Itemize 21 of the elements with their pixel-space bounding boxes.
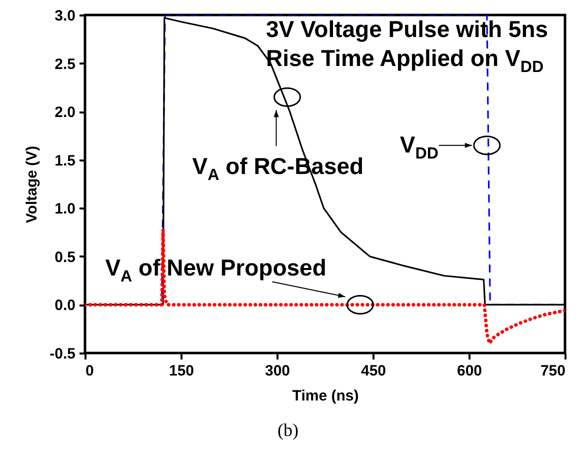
y-tick-label: -0.5 bbox=[50, 346, 76, 362]
x-tick-label: 600 bbox=[456, 362, 482, 380]
y-tick-label: 0.5 bbox=[54, 248, 76, 266]
annotation: 3V Voltage Pulse with 5ns Rise Time Applied on V$_{DD}$ bbox=[266, 16, 548, 76]
x-axis-title: Time (ns) bbox=[292, 388, 359, 404]
text: (b) bbox=[278, 420, 298, 440]
y-axis-title: Voltage (V) bbox=[24, 146, 41, 224]
y-tick-label: 1.0 bbox=[54, 200, 76, 218]
line-series bbox=[85, 228, 565, 346]
y-tick-label: 2.5 bbox=[54, 56, 76, 73]
annotation: V$_{DD}$ bbox=[400, 131, 439, 162]
x-tick-label: 300 bbox=[264, 362, 290, 380]
x-tick-label: 0 bbox=[86, 362, 94, 380]
y-tick-label: 1.5 bbox=[54, 152, 76, 170]
annotation: V$_{A}$ of New Proposed bbox=[105, 254, 326, 286]
y-tick-label: 2.0 bbox=[54, 104, 76, 122]
y-tick-label: 3.0 bbox=[54, 8, 76, 24]
x-tick-label: 450 bbox=[360, 362, 386, 380]
x-tick-label: 150 bbox=[168, 362, 194, 380]
x-tick-label: 750 bbox=[540, 362, 566, 380]
y-tick-label: 0.0 bbox=[54, 297, 76, 314]
